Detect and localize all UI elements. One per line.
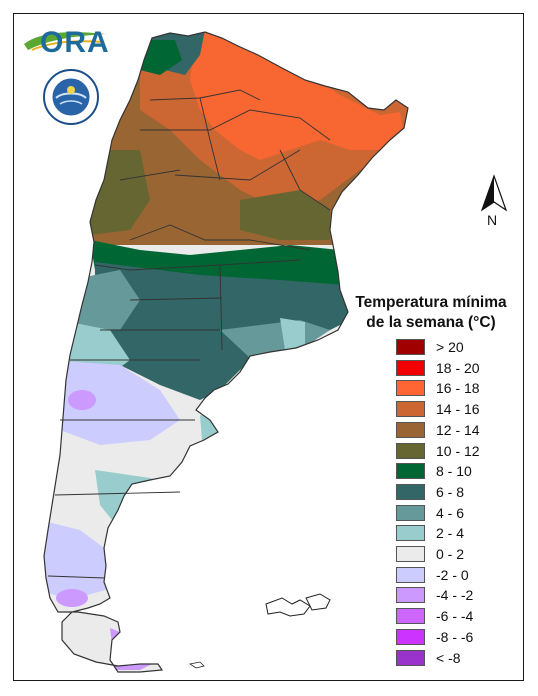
ora-logo: ORA <box>22 20 110 60</box>
legend-swatch <box>396 525 425 542</box>
north-label: N <box>487 212 498 228</box>
legend-swatch <box>396 587 425 604</box>
legend-label: > 20 <box>436 339 464 355</box>
legend-title: Temperatura mínima de la semana (°C) <box>336 293 526 333</box>
legend-item: 0 - 2 <box>396 546 516 566</box>
province-boundaries <box>47 89 331 579</box>
legend-swatch <box>396 628 425 645</box>
legend-label: 16 - 18 <box>436 380 480 397</box>
legend-item: -8 - -6 <box>396 628 516 649</box>
legend-swatch <box>396 649 425 666</box>
north-arrow <box>476 174 512 230</box>
legend-item: 4 - 6 <box>396 504 516 525</box>
legend-item: -2 - 0 <box>396 566 516 587</box>
legend-title-line1: Temperatura mínima <box>355 294 507 311</box>
legend-swatch <box>396 504 425 521</box>
legend-swatch <box>396 483 425 500</box>
legend-label: 6 - 8 <box>436 483 465 500</box>
legend-item: 12 - 14 <box>396 421 516 442</box>
legend-label: 10 - 12 <box>436 442 480 459</box>
legend-swatch <box>396 463 425 480</box>
legend-label: < -8 <box>436 649 461 666</box>
seal-icon <box>43 69 99 125</box>
legend-label: -8 - -6 <box>436 628 474 645</box>
legend-item: 6 - 8 <box>396 483 516 504</box>
ora-swoosh-icon <box>24 32 106 51</box>
legend-label: 18 - 20 <box>436 359 480 376</box>
legend-item: -4 - -2 <box>396 587 516 607</box>
north-arrow-icon <box>480 174 508 212</box>
legend-label: 14 - 16 <box>436 401 480 418</box>
legend-item: 8 - 10 <box>396 463 516 483</box>
legend-item: 14 - 16 <box>396 401 516 421</box>
logo-text: ORA <box>40 26 110 59</box>
legend-swatch <box>396 546 425 562</box>
legend-swatch <box>396 421 425 438</box>
legend-item: 10 - 12 <box>396 442 516 463</box>
legend-label: -6 - -4 <box>436 608 474 625</box>
legend-label: 8 - 10 <box>436 463 472 480</box>
legend-swatch <box>396 608 425 625</box>
legend-item: 16 - 18 <box>396 380 516 400</box>
legend-label: 2 - 4 <box>436 525 465 542</box>
malvinas-islands <box>265 593 331 617</box>
legend-swatch <box>396 401 425 418</box>
legend-swatch <box>396 442 425 459</box>
legend-item: 18 - 20 <box>396 359 516 380</box>
legend-swatch <box>396 339 425 355</box>
legend-item: 2 - 4 <box>396 525 516 545</box>
legend-item: -6 - -4 <box>396 608 516 628</box>
legend-label: 0 - 2 <box>436 546 465 562</box>
meteorological-seal <box>42 68 100 126</box>
legend-label: 12 - 14 <box>436 421 480 438</box>
legend-swatch <box>396 359 425 376</box>
legend-item: > 20 <box>396 339 516 359</box>
legend-label: -2 - 0 <box>436 566 469 583</box>
legend-item: < -8 <box>396 649 516 670</box>
legend-swatch <box>396 380 425 397</box>
legend-swatch <box>396 566 425 583</box>
legend-title-line2: de la semana (°C) <box>366 314 496 331</box>
southern-islets <box>188 661 205 669</box>
legend-label: -4 - -2 <box>436 587 474 604</box>
legend-label: 4 - 6 <box>436 504 465 521</box>
